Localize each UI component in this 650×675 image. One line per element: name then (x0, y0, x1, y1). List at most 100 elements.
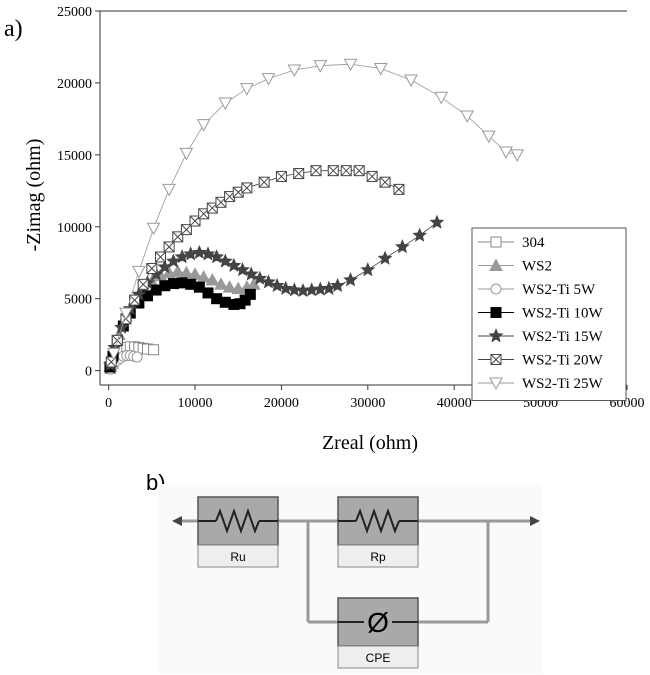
data-point (287, 64, 302, 78)
data-point (111, 334, 123, 346)
data-point (393, 183, 405, 195)
ru-label: Ru (230, 550, 245, 564)
data-point (222, 280, 237, 293)
legend-marker (490, 354, 502, 365)
data-point (170, 264, 185, 277)
legend-label: 304 (522, 235, 545, 251)
data-point (218, 97, 233, 111)
legend-label: WS2-Ti 5W (522, 282, 596, 298)
data-point (313, 60, 328, 73)
cpe-component: Ø CPE (337, 597, 419, 669)
data-point (162, 183, 176, 197)
chart-series-layer (102, 58, 525, 375)
x-tick-label: 0 (105, 396, 112, 411)
data-point (481, 130, 496, 144)
series-line (113, 63, 518, 354)
data-point (460, 110, 475, 124)
cpe-label: CPE (366, 651, 391, 665)
data-point (146, 262, 158, 274)
circuit-background (158, 484, 542, 674)
x-tick-label: 40000 (437, 396, 472, 411)
data-point (193, 281, 205, 293)
legend-marker (490, 307, 502, 318)
impedance-chart: 0 10000 20000 30000 40000 50000 60000050001000… (23, 5, 645, 454)
cpe-icon: Ø (367, 607, 389, 638)
data-point (154, 251, 166, 263)
series-ws2-ti-15w (102, 214, 445, 372)
right-terminal-icon (530, 516, 540, 526)
y-tick-label: 10000 (57, 221, 92, 236)
y-tick-label: 5000 (64, 293, 92, 308)
data-point (434, 91, 449, 105)
data-point (340, 165, 352, 177)
resistor-icon (215, 507, 260, 535)
legend-label: WS2-Ti 15W (522, 329, 604, 345)
data-point (137, 278, 149, 290)
rp-label: Rp (370, 550, 386, 564)
data-point (499, 146, 513, 160)
y-tick-label: 15000 (57, 149, 92, 164)
data-point (429, 214, 445, 229)
data-point (200, 246, 216, 261)
data-point (321, 280, 337, 295)
legend-marker (489, 258, 503, 271)
y-tick-label: 20000 (57, 77, 92, 92)
left-terminal-icon (172, 516, 182, 526)
legend-marker (489, 377, 503, 391)
legend-label: WS2-Ti 10W (522, 306, 604, 322)
data-point (196, 119, 211, 132)
data-point (360, 262, 376, 277)
data-point (510, 149, 525, 162)
data-point (163, 241, 175, 253)
data-point (166, 253, 181, 268)
x-tick-label: 10000 (178, 396, 213, 411)
data-point (275, 170, 287, 182)
data-point (379, 176, 391, 188)
data-point (258, 176, 270, 188)
data-point (214, 277, 228, 290)
rp-component: Rp (337, 496, 419, 568)
data-point (373, 63, 388, 76)
data-point (179, 147, 194, 161)
data-point (106, 347, 121, 361)
data-point (146, 222, 161, 236)
data-point (412, 227, 428, 242)
data-point (119, 307, 133, 321)
data-point (240, 83, 254, 96)
legend-label: WS2 (522, 259, 552, 275)
y-axis-label: -Zimag (ohm) (23, 139, 45, 252)
series-ws2-ti-20w (105, 165, 405, 368)
data-point (327, 165, 339, 177)
x-axis-label: Zreal (ohm) (322, 432, 418, 454)
data-point (269, 277, 285, 293)
data-point (191, 244, 207, 259)
data-point (310, 165, 322, 177)
legend-label: WS2-Ti 25W (522, 376, 604, 392)
resistor-icon (355, 507, 400, 535)
panel-b-label: b) (146, 470, 166, 495)
data-point (142, 290, 154, 302)
data-point (343, 58, 358, 72)
data-point (202, 287, 214, 299)
series-ws2-ti-25w (106, 58, 525, 361)
legend-label: WS2-Ti 20W (522, 353, 604, 369)
data-point (366, 170, 378, 182)
data-point (261, 73, 276, 86)
data-point (286, 282, 302, 297)
data-point (404, 74, 418, 88)
legend-marker (488, 328, 504, 343)
data-point (377, 250, 393, 265)
x-tick-label: 20000 (264, 396, 299, 411)
data-point (244, 288, 256, 300)
data-point (131, 351, 143, 363)
y-tick-label: 25000 (57, 5, 92, 20)
data-point (132, 265, 146, 279)
ru-component: Ru (197, 496, 279, 568)
chart-axes: 0 10000 20000 30000 40000 50000 60000050001000… (57, 5, 645, 411)
data-point (174, 249, 190, 264)
data-point (394, 239, 410, 254)
x-tick-label: 30000 (350, 396, 385, 411)
data-point (241, 182, 253, 194)
panel-a-label: a) (4, 16, 23, 42)
data-point (293, 168, 305, 180)
